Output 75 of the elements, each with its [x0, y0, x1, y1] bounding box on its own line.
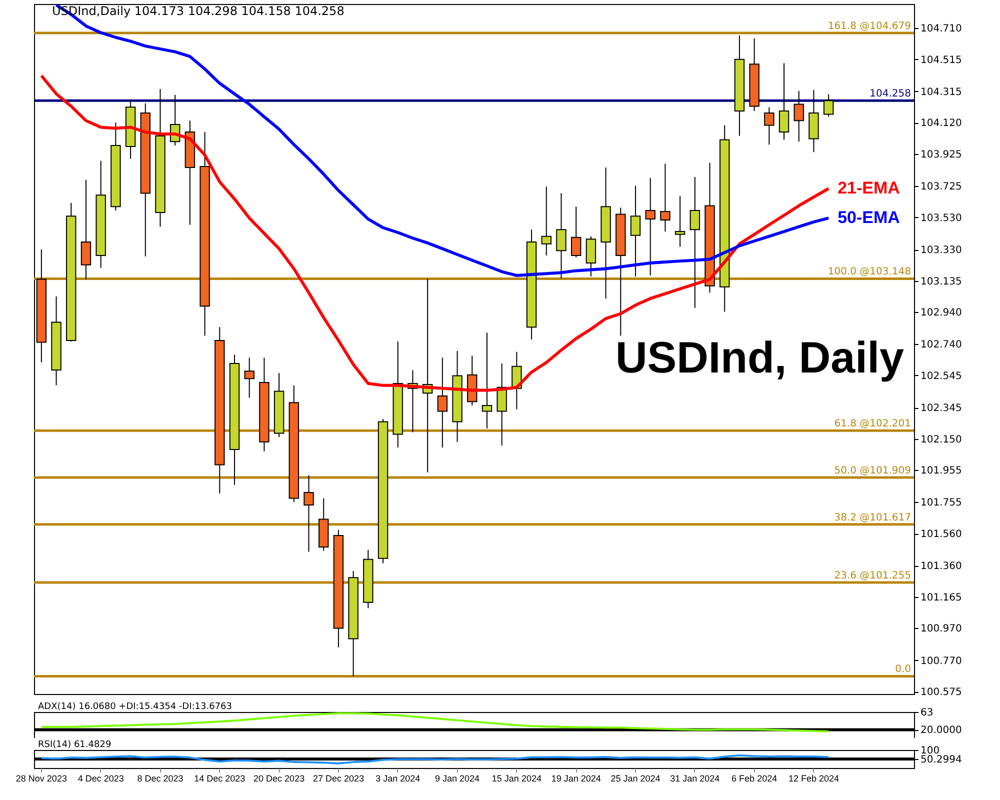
x-tick-label: 6 Feb 2024	[732, 774, 778, 784]
candlestick	[823, 94, 834, 118]
y-tick-label: 100.575	[920, 687, 962, 698]
y-tick-label: 104.120	[920, 118, 962, 130]
candlestick	[674, 196, 686, 248]
y-tick-label: 101.360	[920, 561, 962, 572]
y-tick-label: 101.755	[920, 498, 962, 509]
y-tick-label: 103.135	[920, 276, 962, 288]
candlestick	[660, 163, 670, 232]
ref-line-label: 104.258	[870, 88, 911, 100]
candlestick	[244, 357, 254, 398]
candlestick	[630, 185, 641, 277]
candlestick	[586, 236, 596, 277]
x-tick-label: 27 Dec 2023	[312, 774, 364, 784]
ref-line-label: 23.6 @101.255	[834, 570, 911, 582]
x-tick-label: 8 Dec 2023	[137, 774, 184, 784]
candlestick	[690, 176, 700, 308]
y-tick-label: 102.345	[920, 403, 962, 414]
series-label: 21-EMA	[838, 178, 900, 198]
annotation: 0.0	[895, 664, 911, 676]
y-tick-label: 102.740	[920, 340, 962, 351]
chart-title: ADX(14) 16.0680 +DI:15.4354 -DI:13.6763	[38, 702, 232, 712]
candlestick	[80, 179, 92, 280]
candlestick	[482, 332, 492, 429]
x-tick-label: 9 Jan 2024	[435, 774, 480, 784]
chart-title: RSI(14) 61.4829	[38, 740, 112, 750]
candlestick	[794, 90, 804, 142]
ref-line-label: 100.0 @103.148	[828, 266, 911, 278]
ref-line-label: 161.8 @104.679	[828, 21, 911, 32]
x-tick-label: 3 Jan 2024	[376, 774, 420, 784]
y-tick-label: 104.315	[920, 86, 962, 98]
candlestick	[556, 192, 566, 279]
y-tick-label: 104.710	[920, 24, 962, 35]
candlestick	[778, 62, 790, 140]
y-tick-label: 100	[920, 746, 940, 756]
x-tick-label: 20 Dec 2023	[254, 774, 305, 784]
y-tick-label: 101.560	[920, 529, 962, 540]
y-tick-label: 100.770	[920, 656, 962, 667]
x-tick-label: 14 Dec 2023	[194, 774, 246, 784]
y-tick-label: 103.925	[920, 150, 962, 161]
y-tick-label: 50.2994	[920, 754, 962, 766]
x-tick-label: 28 Nov 2023	[16, 774, 67, 784]
x-tick-label: 4 Dec 2023	[78, 774, 124, 784]
y-tick-label: 101.955	[920, 466, 962, 477]
candlestick	[541, 186, 552, 256]
y-tick-label: 102.545	[920, 370, 962, 382]
y-tick-label: 101.165	[920, 592, 962, 604]
y-tick-label: 103.530	[920, 212, 962, 224]
x-tick-label: 12 Feb 2024	[788, 774, 839, 784]
y-tick-label: 103.330	[920, 245, 962, 256]
y-tick-label: 102.150	[920, 434, 962, 446]
candlestick	[496, 362, 507, 446]
ref-line-label: 61.8 @102.201	[834, 418, 911, 430]
x-tick-label: 19 Jan 2024	[551, 774, 601, 784]
x-tick-label: 25 Jan 2024	[610, 774, 660, 784]
line-series	[54, 3, 830, 278]
x-tick-label: 31 Jan 2024	[670, 774, 720, 784]
candlestick	[437, 357, 448, 448]
candlestick	[304, 474, 314, 552]
line-series	[40, 712, 830, 732]
y-tick-label: 63	[920, 708, 934, 718]
annotation: USDInd, Daily	[616, 333, 905, 382]
line-series	[40, 754, 830, 764]
candlestick	[764, 106, 774, 146]
y-tick-label: 20.0000	[920, 725, 962, 736]
ref-line-label: 50.0 @101.909	[834, 466, 911, 477]
series-label: 50-EMA	[838, 208, 900, 228]
y-tick-label: 104.515	[920, 54, 962, 66]
candlestick	[570, 206, 582, 258]
y-tick-label: 100.970	[920, 624, 962, 635]
x-tick-label: 15 Jan 2024	[492, 774, 542, 784]
y-tick-label: 102.940	[920, 308, 962, 319]
candlestick	[645, 177, 656, 276]
ref-line-label: 38.2 @101.617	[834, 512, 911, 524]
y-tick-label: 103.725	[920, 182, 962, 193]
